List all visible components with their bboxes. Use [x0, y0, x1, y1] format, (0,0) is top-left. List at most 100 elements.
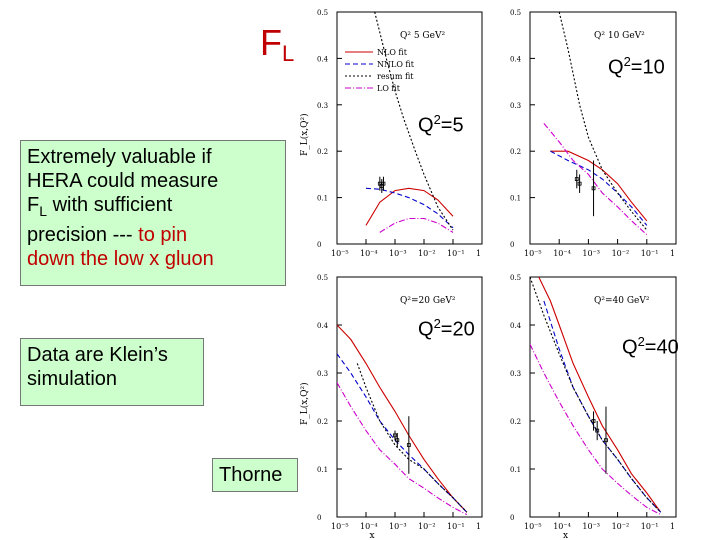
x-tick-label-1-4: 10⁻¹ [641, 249, 659, 258]
info-box-data: Data are Klein’s simulation [20, 338, 204, 406]
x-tick-label-2-5: 1 [476, 522, 481, 531]
y-tick-label-3-0: 0 [510, 514, 514, 522]
data-point-3-1 [595, 428, 600, 433]
x-tick-label-0-1: 10⁻⁴ [360, 249, 378, 258]
x-tick-label-0-0: 10⁻⁵ [331, 249, 349, 258]
x-tick-label-3-4: 10⁻¹ [641, 522, 659, 531]
x-tick-label-0-2: 10⁻³ [389, 249, 407, 258]
x-tick-label-2-2: 10⁻³ [389, 522, 407, 531]
series-line-1-3 [543, 123, 648, 236]
box1-line5: down the low x gluon [27, 248, 214, 270]
box1-line4-pre: precision --- [27, 224, 139, 246]
panel-frame-2 [336, 276, 483, 518]
x-tick-label-3-0: 10⁻⁵ [524, 522, 542, 531]
x-tick-label-1-1: 10⁻⁴ [553, 249, 571, 258]
box1-line4: precision --- to pin [27, 223, 279, 247]
y-tick-label-1-3: 0.3 [510, 102, 521, 110]
series-line-0-2 [374, 12, 454, 231]
data-point-1-0 [574, 177, 579, 181]
panel-frame-3 [529, 276, 677, 518]
panel-title-2: Q²=20 GeV² [400, 296, 456, 306]
panel-frame-1 [529, 11, 677, 245]
x-tick-label-1-5: 1 [670, 249, 675, 258]
y-tick-label-2-1: 0.1 [317, 466, 328, 474]
title-subscript: L [282, 41, 295, 66]
x-tick-label-1-3: 10⁻² [612, 249, 630, 258]
y-tick-label-0-1: 0.1 [317, 195, 328, 203]
box1-line4-red: to pin [138, 224, 188, 246]
panel-frame-0 [336, 11, 483, 245]
box2-line2: simulation [27, 368, 118, 390]
series-line-2-0 [337, 324, 468, 513]
x-tick-label-3-2: 10⁻³ [582, 522, 600, 531]
panel-title-3: Q²=40 GeV² [594, 296, 650, 306]
data-point-3-2 [604, 438, 608, 443]
legend-label-1: NNLO fit [377, 60, 415, 69]
series-line-0-1 [365, 187, 454, 229]
q-label-10-sup: 2 [623, 54, 631, 69]
series-line-1-2 [558, 12, 648, 231]
series-line-3-0 [538, 277, 662, 513]
x-tick-label-0-4: 10⁻¹ [447, 249, 465, 258]
series-line-2-3 [337, 382, 468, 516]
x-tick-label-2-3: 10⁻² [418, 522, 436, 531]
q-label-40-sup: 2 [637, 334, 645, 349]
y-tick-label-3-4: 0.4 [510, 322, 522, 330]
q-label-40: Q2=40 [622, 334, 679, 360]
q-label-5-sup: 2 [433, 112, 441, 127]
y-tick-label-0-4: 0.4 [317, 55, 329, 63]
y-tick-label-3-1: 0.1 [510, 466, 521, 474]
y-tick-label-2-0: 0 [317, 514, 321, 522]
x-tick-label-0-5: 1 [476, 249, 481, 258]
q-label-40-pre: Q [622, 336, 638, 359]
y-tick-label-1-0: 0 [510, 241, 514, 249]
data-point-0-2 [381, 181, 386, 186]
title-main: F [260, 22, 282, 63]
y-tick-label-0-2: 0.2 [317, 148, 328, 156]
data-point-2-2 [406, 443, 411, 447]
box1-line2: HERA could measure [27, 170, 219, 192]
series-line-0-0 [365, 187, 454, 226]
panel-title-0: Q² 5 GeV² [400, 31, 445, 41]
data-point-2-0 [393, 433, 397, 438]
x-tick-label-1-2: 10⁻³ [582, 249, 600, 258]
q-label-20-pre: Q [418, 318, 434, 341]
box1-line3-sub: L [39, 203, 48, 219]
data-point-1-2 [591, 186, 596, 191]
y-tick-label-0-3: 0.3 [317, 102, 328, 110]
series-line-2-2 [356, 363, 468, 513]
box1-line3-pre: F [27, 194, 40, 216]
y-axis-label-0: F_L(x,Q²) [299, 113, 310, 156]
slide-title: FL [260, 22, 294, 67]
y-tick-label-3-3: 0.3 [510, 370, 521, 378]
y-tick-label-2-3: 0.3 [317, 370, 328, 378]
x-axis-label-2: x [370, 531, 375, 540]
y-tick-label-3-2: 0.2 [510, 418, 521, 426]
series-line-2-1 [337, 353, 468, 513]
q-label-5-post: =5 [440, 114, 464, 137]
legend-label-0: NLO fit [377, 48, 408, 57]
y-tick-label-2-5: 0.5 [317, 274, 328, 282]
q-label-40-post: =40 [644, 336, 679, 359]
x-tick-label-0-3: 10⁻² [418, 249, 436, 258]
y-tick-label-0-0: 0 [317, 241, 321, 249]
x-tick-label-2-4: 10⁻¹ [447, 522, 465, 531]
x-tick-label-3-3: 10⁻² [612, 522, 630, 531]
x-tick-label-3-1: 10⁻⁴ [553, 522, 571, 531]
y-tick-label-2-4: 0.4 [317, 322, 329, 330]
y-tick-label-1-4: 0.4 [510, 55, 522, 63]
data-point-3-0 [591, 419, 596, 423]
x-tick-label-2-0: 10⁻⁵ [331, 522, 349, 531]
q-label-20-sup: 2 [433, 316, 441, 331]
x-tick-label-2-1: 10⁻⁴ [360, 522, 378, 531]
data-point-1-1 [577, 181, 582, 186]
y-tick-label-3-5: 0.5 [510, 274, 521, 282]
y-axis-label-2: F_L(x,Q²) [299, 382, 310, 425]
y-tick-label-0-5: 0.5 [317, 9, 328, 17]
series-line-1-1 [550, 150, 648, 226]
info-box-valuable: Extremely valuable if HERA could measure… [20, 140, 286, 286]
box1-line3: FL with sufficient [27, 193, 279, 223]
series-line-1-0 [550, 150, 648, 222]
box1-line3-post: with sufficient [47, 194, 173, 216]
